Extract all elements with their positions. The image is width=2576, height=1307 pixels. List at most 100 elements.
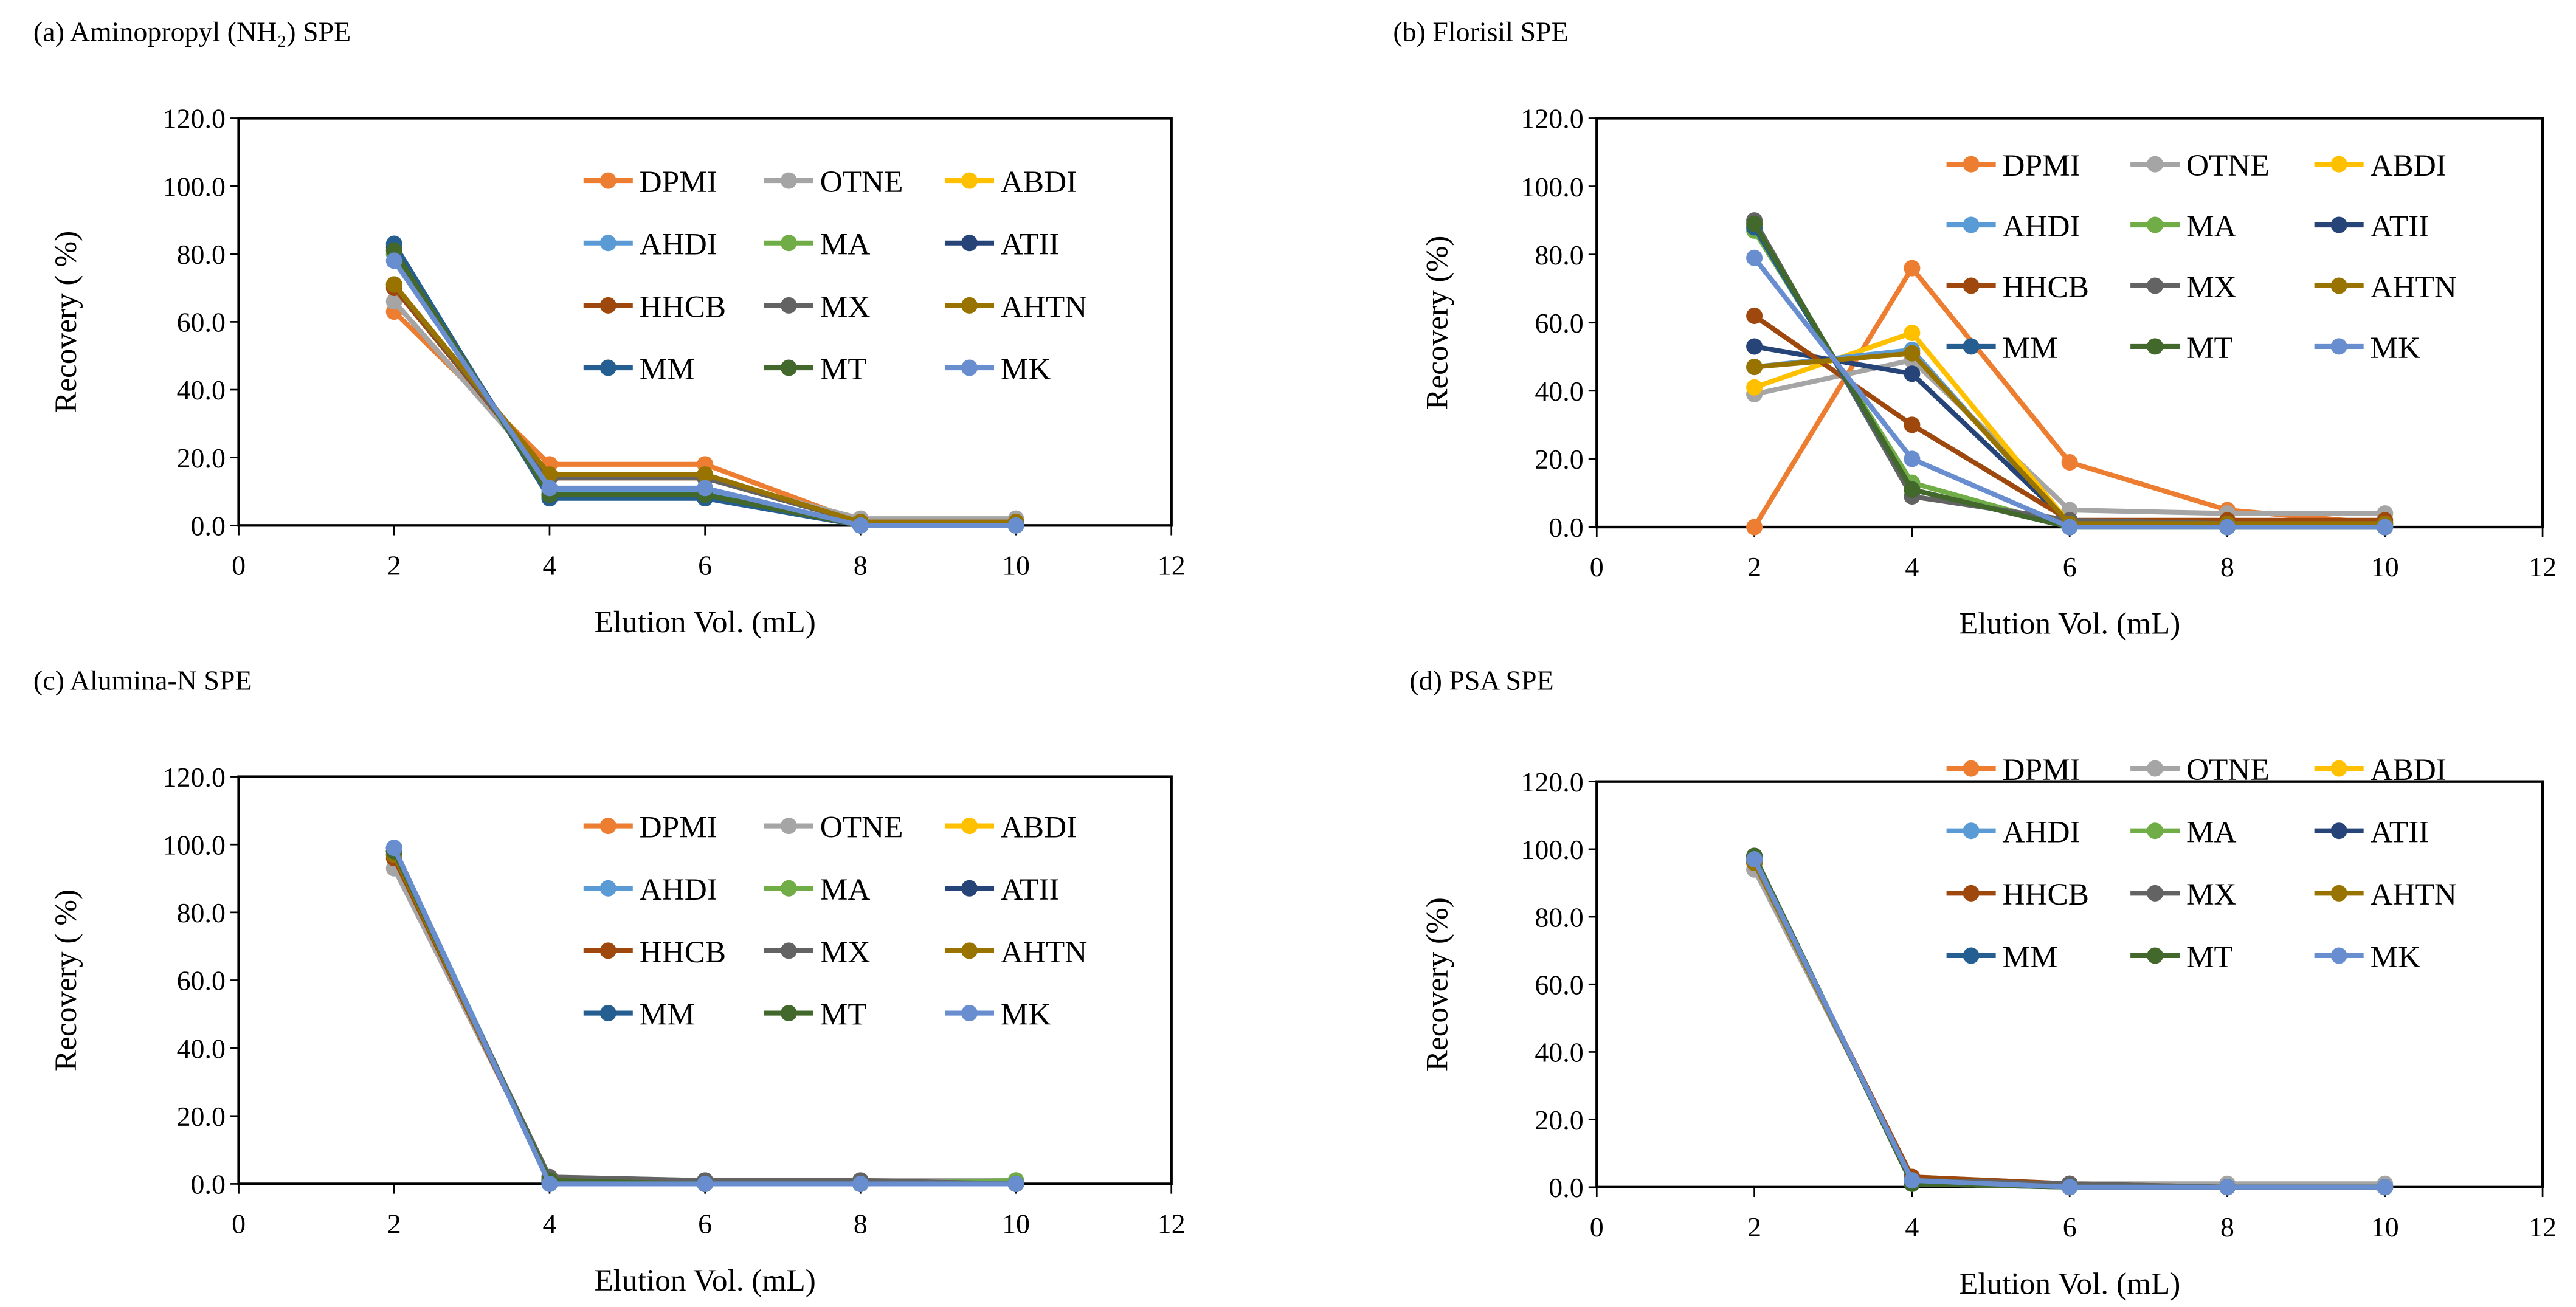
legend-marker [2330, 760, 2347, 777]
chart-title: (d) PSA SPE [1409, 664, 1553, 695]
x-tick-label: 8 [2220, 551, 2234, 582]
legend-label: MM [640, 997, 695, 1032]
legend-item-mt: MT [2130, 331, 2233, 365]
y-tick-label: 120.0 [163, 103, 226, 134]
legend-item-ahdi: AHDI [1946, 815, 2080, 850]
legend-item-dpmi: DPMI [1946, 148, 2080, 183]
legend-item-ahtn: AHTN [944, 289, 1087, 324]
x-tick-label: 12 [2529, 1212, 2557, 1243]
chart-title: (c) Alumina-N SPE [33, 664, 252, 695]
legend-label: ABDI [1001, 165, 1077, 199]
x-tick-label: 10 [1002, 1208, 1030, 1239]
y-tick-label: 80.0 [1535, 902, 1583, 933]
series-line [1752, 868, 2385, 1187]
legend-marker [2330, 277, 2347, 294]
series-mk [385, 252, 1024, 534]
series-mk [1746, 851, 2394, 1196]
x-tick-label: 4 [1905, 551, 1919, 582]
legend-item-ma: MA [764, 872, 870, 907]
legend-marker [599, 172, 616, 189]
legend-label: MA [820, 227, 871, 262]
y-tick-label: 40.0 [1535, 1037, 1583, 1068]
legend-marker [961, 359, 978, 376]
chart-panel-b: (b) Florisil SPE 0.0 20.0 40.0 60.0 80.0 100.0… [1393, 16, 2557, 641]
x-tick-label: 8 [854, 550, 868, 581]
y-tick-label: 100.0 [1521, 171, 1583, 202]
legend-item-otne: OTNE [2130, 753, 2270, 787]
legend-item-ahdi: AHDI [583, 872, 717, 907]
series-hhcb [1746, 308, 2394, 529]
legend-label: AHTN [2370, 270, 2456, 305]
legend-label: ABDI [2370, 148, 2446, 183]
data-point [1746, 359, 1763, 376]
x-tick-label: 4 [542, 1208, 556, 1239]
legend-marker [2147, 760, 2164, 777]
legend-item-mt: MT [764, 997, 867, 1032]
data-point [385, 293, 402, 310]
legend-marker [2147, 885, 2164, 902]
x-tick-label: 6 [2063, 551, 2077, 582]
legend-label: HHCB [2002, 877, 2089, 912]
legend-marker [780, 235, 797, 252]
legend-marker [780, 942, 797, 959]
data-point [1904, 1172, 1921, 1189]
legend-label: OTNE [820, 810, 903, 845]
legend-marker [1963, 822, 1980, 840]
x-tick-label: 6 [698, 1208, 712, 1239]
legend-item-abdi: ABDI [2314, 148, 2447, 183]
legend-label: MK [1001, 997, 1051, 1032]
y-tick-label: 20.0 [1535, 444, 1583, 475]
legend-marker [1963, 277, 1980, 294]
legend-marker [961, 1005, 978, 1022]
y-tick-label: 80.0 [1535, 240, 1583, 271]
data-point [697, 466, 714, 483]
legend-item-mt: MT [2130, 940, 2233, 974]
legend-label: ATII [1001, 227, 1060, 262]
legend-item-abdi: ABDI [2314, 753, 2447, 787]
legend-item-mm: MM [583, 352, 695, 387]
data-point [2061, 1179, 2078, 1196]
series-mk [385, 840, 1024, 1192]
data-point [2377, 1179, 2394, 1196]
data-point [852, 517, 869, 534]
x-tick-label: 6 [2063, 1212, 2077, 1243]
legend-label: AHTN [1001, 935, 1087, 970]
series-line [1753, 314, 2385, 523]
data-point [852, 1175, 869, 1192]
data-point [541, 480, 558, 497]
y-tick-label: 0.0 [191, 1169, 226, 1200]
legend-label: DPMI [640, 165, 717, 199]
data-point [1904, 325, 1921, 342]
x-tick-label: 2 [1747, 1212, 1761, 1243]
data-point [2061, 454, 2078, 471]
legend-item-mm: MM [1946, 940, 2058, 974]
legend-marker [2330, 156, 2347, 173]
y-tick-label: 120.0 [1521, 767, 1583, 798]
legend-label: ABDI [1001, 810, 1077, 845]
series-otne [385, 860, 1024, 1189]
legend-item-mk: MK [944, 352, 1051, 387]
legend-marker [780, 880, 797, 897]
legend-label: MK [2370, 331, 2420, 365]
legend-marker [1963, 760, 1980, 777]
legend-item-ahtn: AHTN [2314, 270, 2457, 305]
x-tick-label: 4 [1905, 1212, 1919, 1243]
legend-marker [1963, 216, 1980, 233]
x-tick-label: 12 [2529, 551, 2557, 582]
legend-marker [599, 359, 616, 376]
series-line [1752, 266, 2386, 529]
legend-marker [961, 942, 978, 959]
data-point [697, 480, 714, 497]
data-point [1904, 345, 1921, 362]
legend-marker [780, 359, 797, 376]
legend-label: MM [640, 352, 695, 387]
data-point [385, 276, 402, 293]
legend-marker [2330, 947, 2347, 964]
legend-marker [961, 172, 978, 189]
legend-item-mx: MX [764, 935, 870, 970]
legend-marker [1963, 885, 1980, 902]
legend-label: MK [2370, 940, 2420, 974]
legend-label: MX [2186, 877, 2237, 912]
data-point [1746, 308, 1763, 325]
legend-marker [599, 818, 616, 835]
